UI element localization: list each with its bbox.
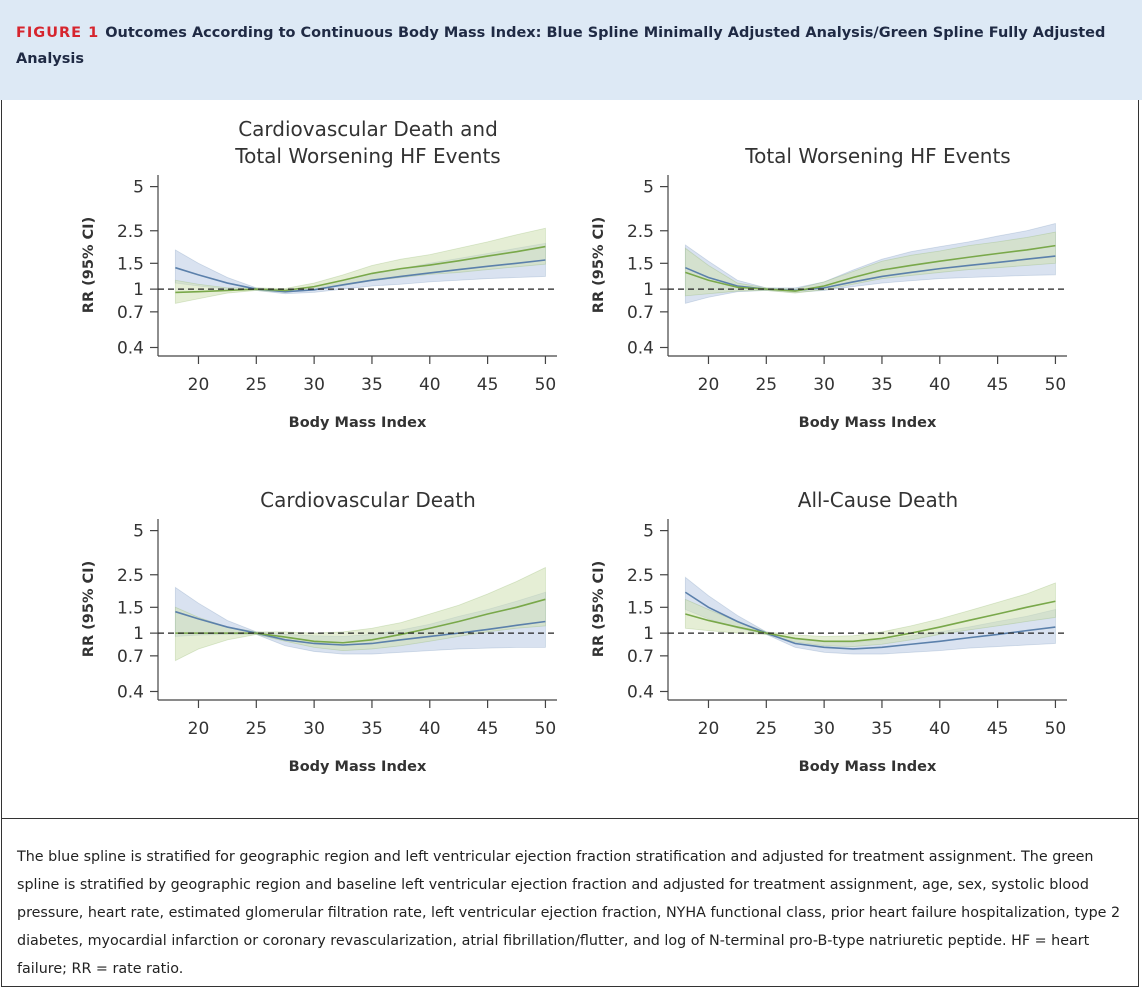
spline xyxy=(684,591,1056,650)
spline xyxy=(175,245,546,294)
y-axis-label: RR (95% CI) xyxy=(591,561,607,657)
ci-band xyxy=(174,227,546,304)
x-tick-label: 25 xyxy=(755,375,777,395)
chart-title-text: Cardiovascular Death and Total Worsening… xyxy=(235,117,501,168)
chart: 0.4 0.7 1 1.5 2.5 5 20 25 30 35 40 45 50 Body Mass In… xyxy=(81,175,557,431)
spline xyxy=(685,244,1056,292)
figure-caption: The blue spline is stratified for geogra… xyxy=(1,818,1139,987)
x-axis-label: Body Mass Index xyxy=(289,415,427,431)
y-tick-label: 5 xyxy=(643,522,654,542)
x-tick-label: 30 xyxy=(813,375,835,395)
y-tick-label: 2.5 xyxy=(117,222,144,242)
x-tick-label: 30 xyxy=(303,375,325,395)
y-tick-label: 5 xyxy=(133,522,144,542)
x-tick-label: 25 xyxy=(755,719,777,739)
x-tick-label: 30 xyxy=(813,719,835,739)
chart-panel: 0.4 0.7 1 1.5 2.5 5 20 25 30 35 40 45 50 Body Mass In… xyxy=(570,454,1090,794)
y-tick-label: 2.5 xyxy=(117,566,144,586)
y-tick-label: 1.5 xyxy=(627,598,654,618)
spline xyxy=(175,259,546,293)
ci-band xyxy=(684,231,1056,297)
y-tick-label: 0.4 xyxy=(117,682,144,702)
y-tick-label: 0.4 xyxy=(627,338,654,358)
x-tick-label: 45 xyxy=(987,719,1009,739)
x-tick-label: 50 xyxy=(1045,719,1067,739)
x-tick-label: 35 xyxy=(361,719,383,739)
y-tick-label: 0.7 xyxy=(117,647,144,667)
y-tick-label: 2.5 xyxy=(627,222,654,242)
y-axis-label: RR (95% CI) xyxy=(591,217,607,313)
chart-title: Cardiovascular Death xyxy=(218,459,518,514)
y-axis-label: RR (95% CI) xyxy=(81,561,97,657)
y-tick-label: 0.4 xyxy=(117,338,144,358)
spline xyxy=(685,600,1056,643)
chart-title: Total Worsening HF Events xyxy=(728,115,1028,170)
x-tick-label: 35 xyxy=(871,375,893,395)
chart: 0.4 0.7 1 1.5 2.5 5 20 25 30 35 40 45 50 Body Mass In… xyxy=(591,175,1067,431)
y-tick-label: 1 xyxy=(133,280,144,300)
chart-title-text: Total Worsening HF Events xyxy=(745,144,1011,168)
chart-title-text: All-Cause Death xyxy=(797,488,959,512)
figure-label: FIGURE 1 xyxy=(16,25,100,41)
x-tick-label: 20 xyxy=(698,719,720,739)
y-tick-label: 1 xyxy=(643,280,654,300)
x-tick-label: 45 xyxy=(477,375,499,395)
y-tick-label: 0.7 xyxy=(627,303,654,323)
y-tick-label: 0.7 xyxy=(117,303,144,323)
figure-title: Outcomes According to Continuous Body Ma… xyxy=(16,25,1106,67)
chart: 0.4 0.7 1 1.5 2.5 5 20 25 30 35 40 45 50 Body Mass In… xyxy=(81,519,557,775)
y-tick-label: 5 xyxy=(643,178,654,198)
chart-title-text: Cardiovascular Death xyxy=(260,488,476,512)
x-tick-label: 50 xyxy=(1045,375,1067,395)
y-tick-label: 1 xyxy=(133,624,144,644)
y-tick-label: 5 xyxy=(133,178,144,198)
spline xyxy=(175,610,546,646)
x-tick-label: 20 xyxy=(188,719,210,739)
x-tick-label: 50 xyxy=(535,375,557,395)
x-tick-label: 30 xyxy=(303,719,325,739)
x-tick-label: 40 xyxy=(419,719,441,739)
x-axis-label: Body Mass Index xyxy=(289,759,427,775)
ci-band xyxy=(174,566,546,662)
x-axis-label: Body Mass Index xyxy=(799,759,937,775)
y-tick-label: 2.5 xyxy=(627,566,654,586)
chart: 0.4 0.7 1 1.5 2.5 5 20 25 30 35 40 45 50 Body Mass In… xyxy=(591,519,1067,775)
y-tick-label: 1.5 xyxy=(117,598,144,618)
x-tick-label: 45 xyxy=(477,719,499,739)
chart-panel: 0.4 0.7 1 1.5 2.5 5 20 25 30 35 40 45 50 Body Mass In… xyxy=(60,454,580,794)
x-tick-label: 45 xyxy=(987,375,1009,395)
y-tick-label: 1.5 xyxy=(117,254,144,274)
y-tick-label: 1.5 xyxy=(627,254,654,274)
y-axis-label: RR (95% CI) xyxy=(81,217,97,313)
x-tick-label: 35 xyxy=(871,719,893,739)
x-tick-label: 50 xyxy=(535,719,557,739)
figure-frame xyxy=(1,100,1139,987)
y-tick-label: 0.4 xyxy=(627,682,654,702)
x-tick-label: 35 xyxy=(361,375,383,395)
x-axis-label: Body Mass Index xyxy=(799,415,937,431)
x-tick-label: 40 xyxy=(929,719,951,739)
y-tick-label: 1 xyxy=(643,624,654,644)
x-tick-label: 20 xyxy=(188,375,210,395)
chart-title: Cardiovascular Death and Total Worsening… xyxy=(218,115,518,170)
spline xyxy=(685,255,1056,292)
y-tick-label: 0.7 xyxy=(627,647,654,667)
x-tick-label: 40 xyxy=(419,375,441,395)
chart-title: All-Cause Death xyxy=(728,459,1028,514)
x-tick-label: 20 xyxy=(698,375,720,395)
x-tick-label: 25 xyxy=(245,719,267,739)
x-tick-label: 40 xyxy=(929,375,951,395)
chart-panel: 0.4 0.7 1 1.5 2.5 5 20 25 30 35 40 45 50 Body Mass In… xyxy=(570,110,1090,450)
x-tick-label: 25 xyxy=(245,375,267,395)
figure-header: FIGURE 1 Outcomes According to Continuous… xyxy=(0,0,1142,100)
chart-panel: 0.4 0.7 1 1.5 2.5 5 20 25 30 35 40 45 50 Body Mass In… xyxy=(60,110,580,450)
